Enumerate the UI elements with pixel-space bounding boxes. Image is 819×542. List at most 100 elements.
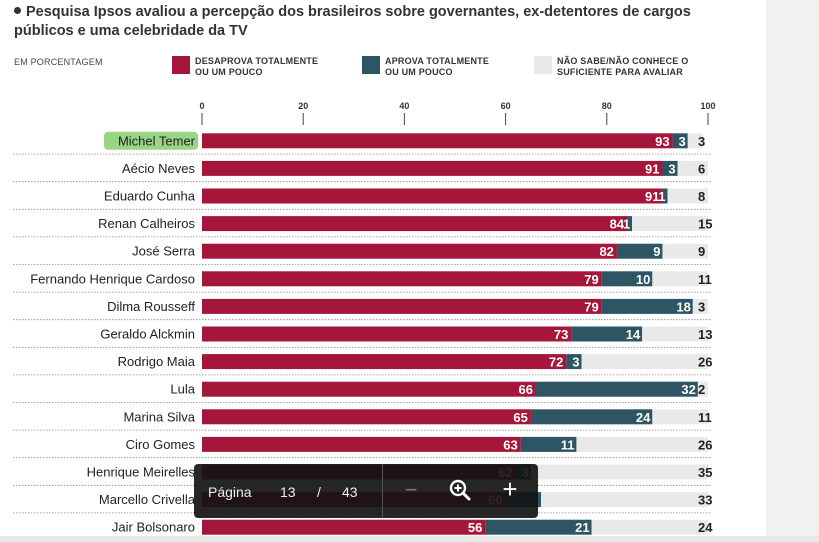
bullet-icon [14,6,21,14]
bar-segment-disapprove [202,271,602,287]
category-label: Geraldo Alckmin [100,327,195,342]
category-label: Michel Temer [118,133,196,148]
data-label-disapprove: 91 [645,161,659,176]
data-label-unknown: 3 [698,134,705,149]
bar-segment-unknown [677,160,708,176]
bar-segment-approve [627,216,633,232]
data-label-unknown: 11 [698,410,712,425]
bar-segment-approve [616,243,663,259]
bar-segment-disapprove [202,436,521,452]
legend-label: NÃO SABE/NÃO CONHECE O [557,56,689,66]
data-label-unknown: 24 [698,520,713,535]
data-label-approve: 24 [636,410,651,425]
category-label: Jair Bolsonaro [112,520,195,535]
bar-segment-approve [520,436,577,452]
data-label-approve: 32 [681,382,695,397]
bar-segment-unknown [652,409,708,425]
data-label-disapprove: 63 [503,437,517,452]
horizontal-scrollbar[interactable] [0,536,819,542]
data-label-unknown: 26 [698,355,712,370]
legend-label: OU UM POUCO [385,67,453,77]
bar-segment-disapprove [202,298,602,314]
x-tick-label: 60 [501,101,511,111]
data-label-disapprove: 72 [549,355,563,370]
x-tick-label: 20 [298,101,308,111]
x-tick-label: 40 [399,101,409,111]
bar-segment-approve [672,133,688,149]
data-label-approve: 18 [676,299,690,314]
page-separator: / [317,484,321,500]
data-label-approve: 3 [668,161,675,176]
data-label-approve: 3 [679,134,686,149]
data-label-approve: 1 [658,189,665,204]
bar-segment-approve [601,298,693,314]
bar-segment-disapprove [202,354,567,370]
data-label-disapprove: 79 [584,272,598,287]
category-label: Dilma Rousseff [107,299,195,314]
bar-segment-unknown [697,381,708,397]
legend-label: SUFICIENTE PARA AVALIAR [557,67,683,77]
viewer-background-strip [766,0,819,542]
category-label: Rodrigo Maia [118,354,196,369]
bar-segment-disapprove [202,243,617,259]
bar-segment-unknown [687,133,703,149]
bar-segment-unknown [581,354,708,370]
data-label-approve: 21 [575,520,589,535]
data-label-unknown: 15 [698,217,712,232]
bar-segment-unknown [541,492,708,508]
category-label: Fernando Henrique Cardoso [30,271,195,286]
chart-title: Pesquisa Ipsos avaliou a percepção dos b… [14,3,754,41]
bar-segment-approve [662,188,668,204]
bar-segment-unknown [652,271,708,287]
data-label-unknown: 26 [698,437,712,452]
legend-swatch-unknown [534,56,552,74]
data-label-approve: 11 [561,437,575,452]
bar-segment-unknown [642,326,708,342]
bar-segment-unknown [662,243,708,259]
category-label: Ciro Gomes [126,437,196,452]
zoom-icon[interactable] [448,478,472,502]
data-label-disapprove: 56 [468,520,482,535]
data-label-disapprove: 84 [610,217,625,232]
data-label-disapprove: 66 [518,382,532,397]
legend-swatch-disapprove [172,56,190,74]
category-label: Marcello Crivella [99,492,196,507]
bar-segment-disapprove [202,381,536,397]
bar-segment-approve [566,354,582,370]
bar-segment-disapprove [202,409,531,425]
data-label-approve: 10 [636,272,650,287]
bar-segment-approve [601,271,653,287]
data-label-approve: 3 [572,355,579,370]
bar-segment-unknown [667,188,708,204]
data-label-unknown: 13 [698,327,712,342]
bar-segment-approve [530,409,653,425]
category-label: Aécio Neves [122,161,195,176]
bar-segment-disapprove [202,160,663,176]
legend-label: OU UM POUCO [195,67,263,77]
bar-segment-unknown [530,464,708,480]
bar-segment-unknown [591,519,708,535]
legend-swatch-approve [362,56,380,74]
bar-segment-approve [662,160,678,176]
data-label-disapprove: 73 [554,327,568,342]
data-label-unknown: 9 [698,244,705,259]
category-label: Marina Silva [123,409,195,424]
bar-segment-unknown [632,216,708,232]
zoom-in-button[interactable]: + [502,474,518,504]
bar-segment-disapprove [202,133,673,149]
zoom-out-button[interactable]: − [404,477,418,502]
data-label-unknown: 3 [698,299,705,314]
data-label-unknown: 6 [698,161,705,176]
category-highlight [104,131,198,150]
current-page-input[interactable]: 13 [280,484,296,500]
bar-segment-unknown [576,436,708,452]
legend-item-unknown: NÃO SABE/NÃO CONHECE O SUFICIENTE PARA AV… [534,56,688,78]
chart-title-text: Pesquisa Ipsos avaliou a percepção dos b… [14,4,691,39]
data-label-unknown: 8 [698,189,705,204]
data-label-approve: 9 [653,244,660,259]
page-viewer-toolbar: Página 13 / 43 − + [194,464,538,518]
category-label: Renan Calheiros [98,216,195,231]
category-label: Lula [170,382,195,397]
bar-segment-approve [535,381,698,397]
